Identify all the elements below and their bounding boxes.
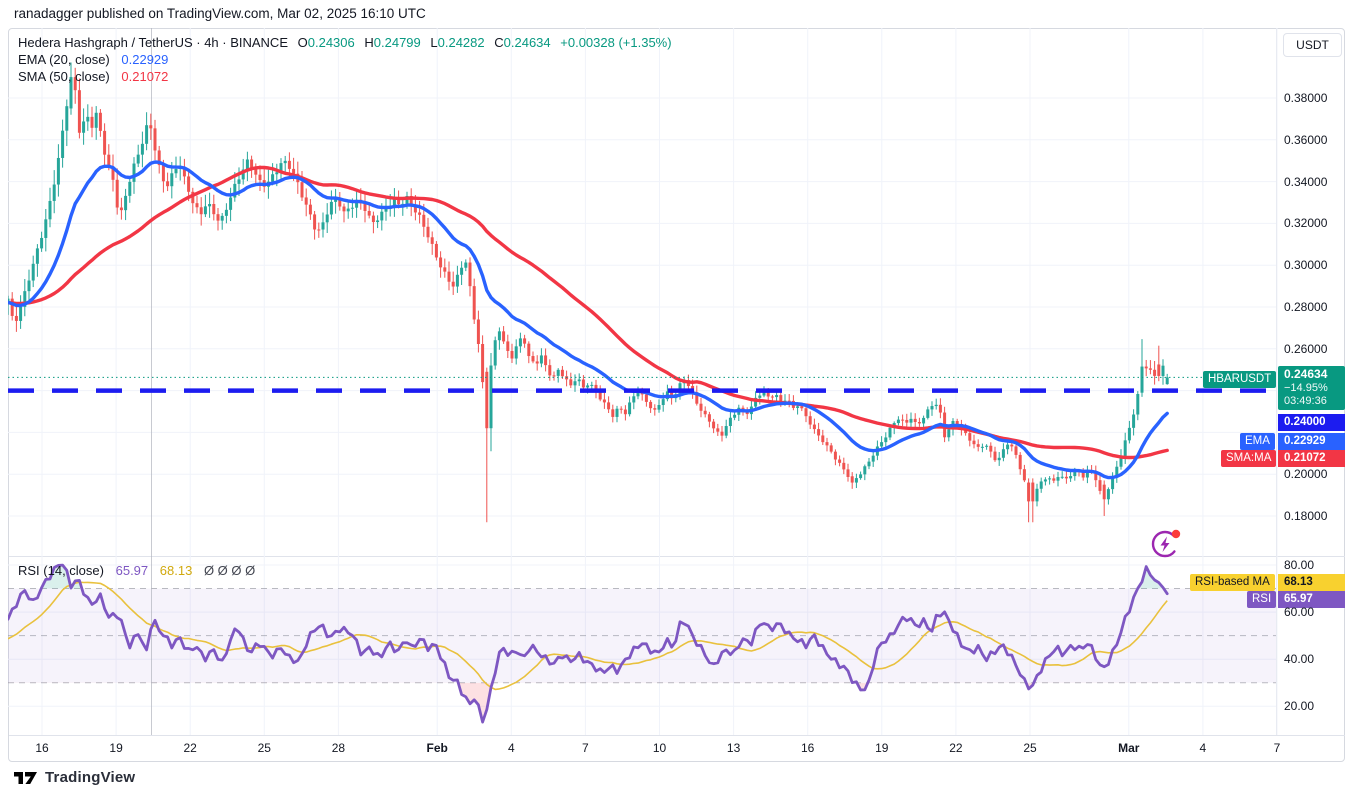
- price-axis-label: 0.38000: [1284, 91, 1328, 105]
- time-axis-label: 25: [257, 741, 271, 755]
- level-price-label: 0.24000: [1278, 414, 1345, 431]
- time-axis-label: 10: [652, 741, 667, 755]
- sma-axis-tag: SMA:MA: [1221, 450, 1277, 467]
- change-value: +0.00328 (+1.35%): [560, 35, 672, 50]
- rsi-axis-label: 40.00: [1284, 652, 1315, 667]
- rsi-axis-tag: RSI: [1247, 591, 1277, 608]
- rsi-legend-row[interactable]: RSI (14, close) 65.97 68.13 Ø Ø Ø Ø: [18, 563, 255, 578]
- close-letter: C: [494, 35, 504, 50]
- ema-axis-value: 0.22929: [1278, 433, 1345, 450]
- brand-name: TradingView: [45, 769, 136, 786]
- time-axis-label: Feb: [426, 741, 448, 755]
- tradingview-glyph-icon: [14, 771, 37, 784]
- time-axis-label: 7: [1273, 741, 1281, 755]
- price-axis-label: 0.36000: [1284, 132, 1328, 147]
- rsi-axis-label: 60.00: [1284, 605, 1315, 620]
- price-axis-label: 0.32000: [1284, 216, 1328, 231]
- ema-axis-tag: EMA: [1240, 433, 1275, 450]
- rsi-axis-label: 20.00: [1284, 699, 1315, 714]
- publish-info: ranadagger published on TradingView.com,…: [14, 6, 426, 21]
- main-legend: Hedera Hashgraph / TetherUS · 4h · BINAN…: [18, 34, 672, 85]
- close-value: 0.24634: [503, 35, 551, 50]
- rsi-ma-value: 68.13: [159, 563, 193, 578]
- sma-name: SMA (50, close): [18, 69, 110, 84]
- high-letter: H: [364, 35, 374, 50]
- open-value: 0.24306: [307, 35, 355, 50]
- price-axis-label: 0.34000: [1284, 174, 1328, 189]
- price-axis-label: 0.26000: [1284, 341, 1328, 356]
- time-axis-label: 4: [507, 741, 515, 755]
- time-axis-label: 19: [109, 741, 123, 755]
- time-axis-label: 16: [801, 741, 815, 755]
- time-axis-label: Mar: [1118, 741, 1140, 755]
- sma-legend-row[interactable]: SMA (50, close) 0.21072: [18, 68, 672, 85]
- rsi-axis-value: 65.97: [1278, 591, 1345, 608]
- flash-badge-icon: [1151, 529, 1181, 558]
- symbol-legend-row[interactable]: Hedera Hashgraph / TetherUS · 4h · BINAN…: [18, 34, 672, 51]
- sma-value: 0.21072: [121, 69, 169, 84]
- pane-separator: [9, 556, 1345, 557]
- sma-axis-value: 0.21072: [1278, 450, 1345, 467]
- rsi-ma-axis-tag: RSI-based MA: [1190, 574, 1275, 591]
- last-price-block: 0.24634 −14.95% 03:49:36: [1278, 366, 1345, 410]
- last-price-change: −14.95%: [1284, 382, 1328, 394]
- price-axis-label: 0.20000: [1284, 467, 1328, 482]
- time-axis-label: 22: [949, 741, 963, 755]
- time-axis-label: 13: [726, 741, 741, 755]
- time-axis-label: 25: [1023, 741, 1037, 755]
- rsi-name: RSI (14, close): [18, 563, 104, 578]
- time-axis-label: 7: [582, 741, 589, 755]
- ema-value: 0.22929: [121, 52, 169, 67]
- time-axis-label: 4: [1199, 741, 1207, 755]
- low-letter: L: [430, 35, 438, 50]
- bar-countdown: 03:49:36: [1284, 395, 1327, 407]
- time-axis-label: 19: [875, 741, 889, 755]
- ema-name: EMA (20, close): [18, 52, 110, 67]
- tradingview-logo[interactable]: TradingView: [14, 769, 135, 786]
- time-axis-label: 28: [331, 741, 346, 755]
- rsi-axis-label: 80.00: [1284, 558, 1315, 572]
- chart-frame: [8, 28, 1345, 762]
- rsi-empty-slots: Ø Ø Ø Ø: [203, 563, 256, 578]
- price-axis-label: 0.30000: [1284, 258, 1328, 273]
- price-axis-separator: [1276, 28, 1277, 735]
- rsi-ma-axis-value: 68.13: [1278, 574, 1345, 591]
- last-price-value: 0.24634: [1284, 367, 1328, 381]
- high-value: 0.24799: [373, 35, 421, 50]
- open-letter: O: [297, 35, 308, 50]
- symbol-price-tag: HBARUSDT: [1203, 371, 1277, 388]
- ema-legend-row[interactable]: EMA (20, close) 0.22929: [18, 51, 672, 68]
- rsi-value: 65.97: [115, 563, 149, 578]
- time-axis-separator: [9, 735, 1345, 736]
- low-value: 0.24282: [437, 35, 485, 50]
- price-axis-label: 0.18000: [1284, 509, 1328, 523]
- time-axis-label: 16: [35, 741, 49, 755]
- time-axis-label: 22: [183, 741, 197, 755]
- symbol-title: Hedera Hashgraph / TetherUS · 4h · BINAN…: [18, 35, 288, 50]
- currency-toggle-button[interactable]: USDT: [1283, 33, 1342, 57]
- price-axis-label: 0.28000: [1284, 300, 1328, 314]
